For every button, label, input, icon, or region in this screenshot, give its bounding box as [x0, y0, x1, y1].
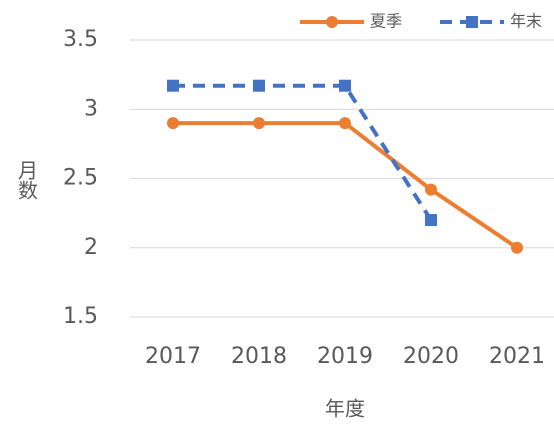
y-tick-label: 3.5 [63, 27, 98, 52]
marker [466, 16, 478, 28]
x-tick-label: 2020 [403, 344, 459, 369]
x-tick-label: 2018 [231, 344, 287, 369]
x-tick-label: 2019 [317, 344, 373, 369]
y-tick-label: 3 [84, 96, 98, 121]
y-tick-label: 2.5 [63, 166, 98, 191]
y-tick-label: 1.5 [63, 304, 98, 329]
x-tick-label: 2017 [145, 344, 201, 369]
marker [339, 117, 351, 130]
legend-label: 夏季 [370, 12, 402, 31]
marker [167, 79, 179, 92]
marker [511, 241, 523, 254]
marker [167, 117, 179, 130]
y-axis-label: 月数 [15, 160, 39, 200]
marker [326, 16, 338, 28]
marker [425, 214, 437, 227]
marker [253, 117, 265, 130]
legend-label: 年末 [510, 12, 542, 31]
y-tick-label: 2 [84, 235, 98, 260]
marker [339, 79, 351, 92]
series-line [173, 121, 519, 250]
series-line [173, 83, 433, 222]
marker [425, 183, 437, 196]
x-tick-label: 2021 [489, 344, 545, 369]
x-axis-label: 年度 [325, 397, 365, 421]
marker [253, 79, 265, 92]
